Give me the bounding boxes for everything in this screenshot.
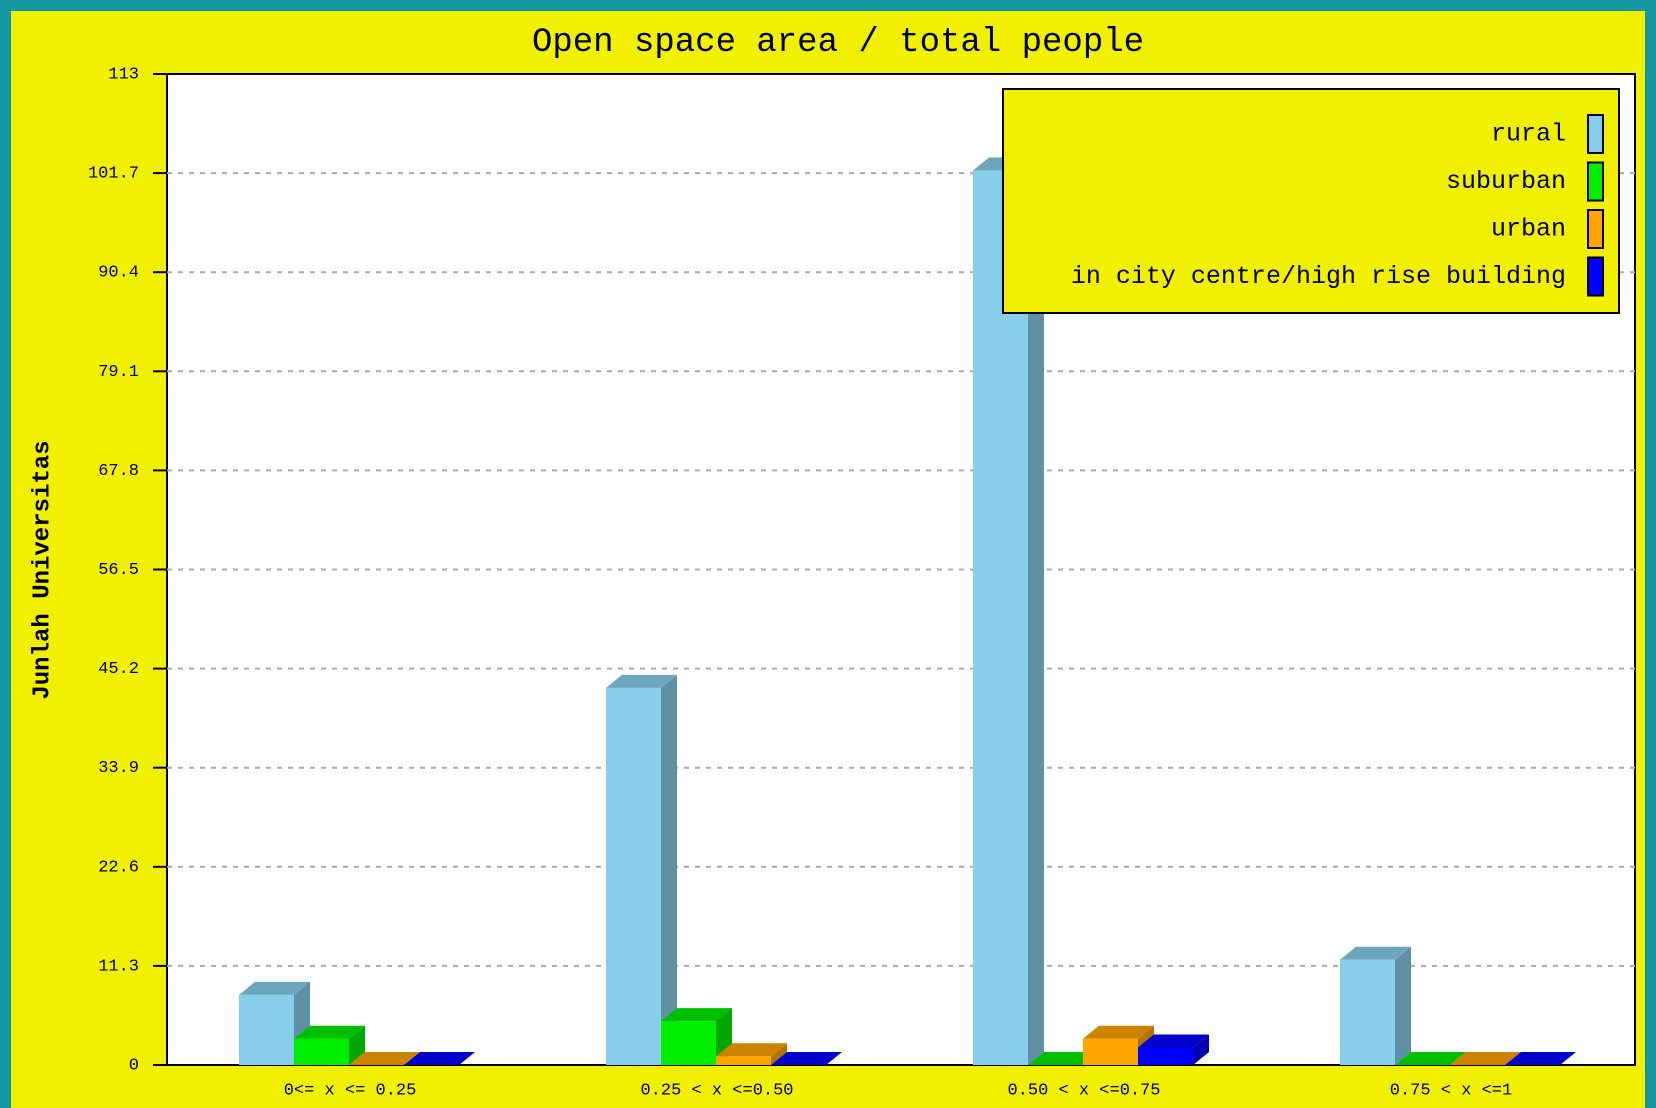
- bar-side: [1395, 946, 1411, 1065]
- y-tick-label: 11.3: [98, 957, 139, 976]
- chart-title: Open space area / total people: [532, 24, 1144, 62]
- y-tick-label: 67.8: [98, 462, 139, 481]
- legend-swatch: [1587, 209, 1604, 249]
- bar: [1138, 1047, 1193, 1065]
- bar: [973, 170, 1028, 1066]
- bar: [606, 687, 661, 1065]
- x-tick-label: 0.25 < x <=0.50: [640, 1081, 793, 1100]
- y-tick-label: 79.1: [98, 363, 139, 382]
- y-axis-label: Junlah Universitas: [29, 440, 56, 699]
- bar-side: [1193, 1034, 1209, 1065]
- bar-top: [1083, 1025, 1154, 1039]
- bar: [239, 994, 294, 1065]
- legend-swatch: [1587, 114, 1604, 154]
- y-tick-label: 22.6: [98, 858, 139, 877]
- legend-label: in city centre/high rise building: [1071, 262, 1566, 291]
- bar-top: [349, 1052, 420, 1065]
- bar-top: [1138, 1034, 1209, 1048]
- legend-swatch: [1587, 256, 1604, 297]
- legend-label: urban: [1491, 215, 1566, 244]
- bar-top: [1340, 946, 1411, 960]
- bar-side: [771, 1043, 787, 1065]
- bar-top: [606, 674, 677, 688]
- bar-top: [1395, 1052, 1466, 1065]
- legend-label: rural: [1491, 120, 1566, 149]
- y-tick-label: 113: [108, 65, 139, 84]
- y-tick-label: 90.4: [98, 264, 139, 283]
- y-tick-label: 0: [129, 1056, 139, 1075]
- y-tick-label: 45.2: [98, 660, 139, 679]
- y-tick-label: 101.7: [88, 165, 139, 184]
- y-tick-label: 33.9: [98, 759, 139, 778]
- bar-side: [1028, 157, 1044, 1066]
- y-tick-label: 56.5: [98, 561, 139, 580]
- bar-top: [661, 1008, 732, 1022]
- x-tick-label: 0.50 < x <=0.75: [1007, 1081, 1160, 1100]
- bar: [716, 1056, 771, 1065]
- bar-top: [716, 1043, 787, 1057]
- bar-top: [1028, 1052, 1099, 1065]
- bar: [661, 1021, 716, 1065]
- bar-top: [404, 1052, 475, 1065]
- bar-top: [239, 981, 310, 995]
- bar-top: [1505, 1052, 1576, 1065]
- x-tick-label: 0<= x <= 0.25: [284, 1081, 417, 1100]
- bar-top: [1450, 1052, 1521, 1065]
- legend-label: suburban: [1446, 167, 1566, 196]
- bar-top: [294, 1025, 365, 1039]
- bar-top: [771, 1052, 842, 1065]
- x-tick-label: 0.75 < x <=1: [1390, 1081, 1512, 1100]
- bar-side: [349, 1025, 365, 1065]
- bar: [1340, 959, 1395, 1065]
- bar: [294, 1038, 349, 1065]
- legend-swatch: [1587, 161, 1604, 202]
- legend-box: [1002, 88, 1620, 314]
- bar-side: [661, 674, 677, 1065]
- bar: [1083, 1038, 1138, 1065]
